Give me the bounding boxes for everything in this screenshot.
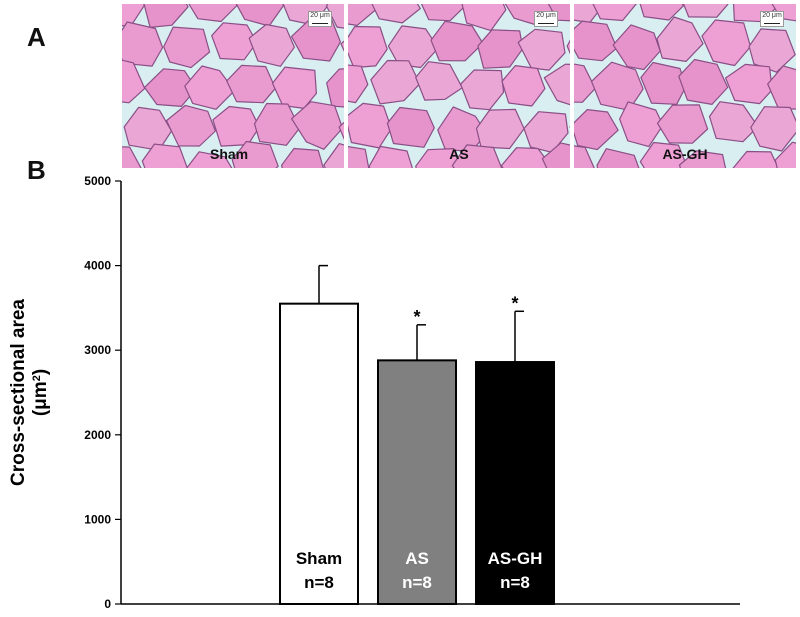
scale-bar: 20 μm [760,11,784,27]
muscle-fiber-image [574,4,796,168]
y-axis-title: Cross-sectional area [8,299,29,486]
scale-bar: 20 μm [308,11,332,27]
y-tick-label: 5000 [84,174,111,188]
y-tick-label: 1000 [84,512,111,526]
bar-category-label: AS [405,549,429,568]
muscle-fiber-image [122,4,344,168]
panel-b-label: B [27,155,46,185]
y-tick-label: 0 [104,597,111,611]
bar-n-label: n=8 [402,573,432,592]
micrograph-label-as: AS [449,146,469,162]
bar [377,359,457,605]
y-tick-label: 3000 [84,343,111,357]
bar [475,361,555,605]
muscle-fiber-image [348,4,570,168]
micrograph-sham: 20 μm Sham [122,4,344,168]
significance-marker: * [413,307,420,327]
bar-n-label: n=8 [304,573,334,592]
significance-marker: * [511,293,518,313]
micrograph-label-as-gh: AS-GH [662,146,708,162]
bar-n-label: n=8 [500,573,530,592]
bar [279,302,359,605]
bar-category-label: AS-GH [488,549,543,568]
bar-group-sham: Sham n=8 [279,264,359,605]
micrograph-label-sham: Sham [210,146,249,162]
panel-a-label: A [27,22,46,52]
micrograph-as-gh: 20 μm AS-GH [574,4,796,168]
micrograph-as: 20 μm AS [348,4,570,168]
bar-group-as: * AS n=8 [377,307,457,605]
bar-group-as-gh: * AS-GH n=8 [475,293,555,605]
scale-bar: 20 μm [534,11,558,27]
y-axis-unit: (μm2) [30,369,51,416]
bar-chart: 0 1000 2000 3000 4000 5000 Cross-sectional are… [8,174,740,611]
y-tick-label: 2000 [84,428,111,442]
bar-category-label: Sham [296,549,342,568]
y-tick-label: 4000 [84,259,111,273]
